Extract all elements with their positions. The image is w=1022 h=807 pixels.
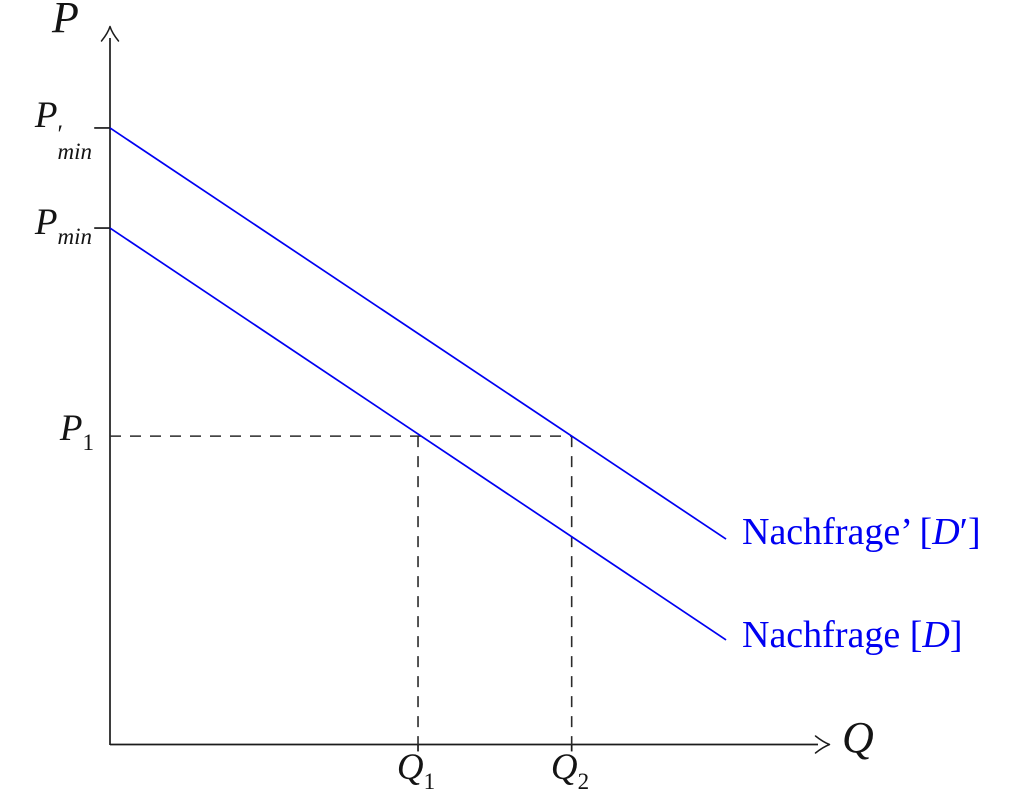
y-value-label-p1: P1 [2,408,95,455]
demand-curve-label: Nachfrage [D] [742,614,963,657]
demand-shifted-curve-label: Nachfrage’ [D′] [742,511,981,554]
p-min-subscript: min [57,224,93,249]
p-prime-min-subscript: min [57,139,93,164]
demand-shifted-variable: D [932,511,960,553]
p-prime-min-base: P [34,95,58,136]
p-prime-min-prime: ′ [57,121,63,148]
demand-prefix: Nachfrage [ [742,614,923,656]
q2-subscript: 2 [577,769,590,794]
demand-suffix: ] [949,614,963,656]
demand-shifted-suffix: ′] [959,511,981,553]
y-value-label-p-min: Pmin [2,202,93,249]
y-axis-arrowhead [100,25,120,42]
p-min-base: P [34,202,58,243]
x-value-label-q2: Q2 [550,747,590,794]
demand-curve [109,227,727,641]
q2-base: Q [550,747,578,788]
p-prime-min-supsub: ′ min [57,121,93,164]
p1-base: P [59,408,83,449]
demand-shifted-prefix: Nachfrage’ [ [742,511,933,553]
demand-curve-shifted [109,127,727,540]
q1-subscript: 1 [423,769,436,794]
x-value-label-q1: Q1 [396,747,436,794]
y-value-label-p-prime-min: P ′ min [2,95,93,164]
q1-base: Q [396,747,424,788]
demand-variable: D [922,614,950,656]
x-axis-label: Q [842,713,874,762]
p1-subscript: 1 [82,430,95,455]
y-axis-label: P [52,0,79,42]
x-axis-arrowhead [814,735,831,754]
